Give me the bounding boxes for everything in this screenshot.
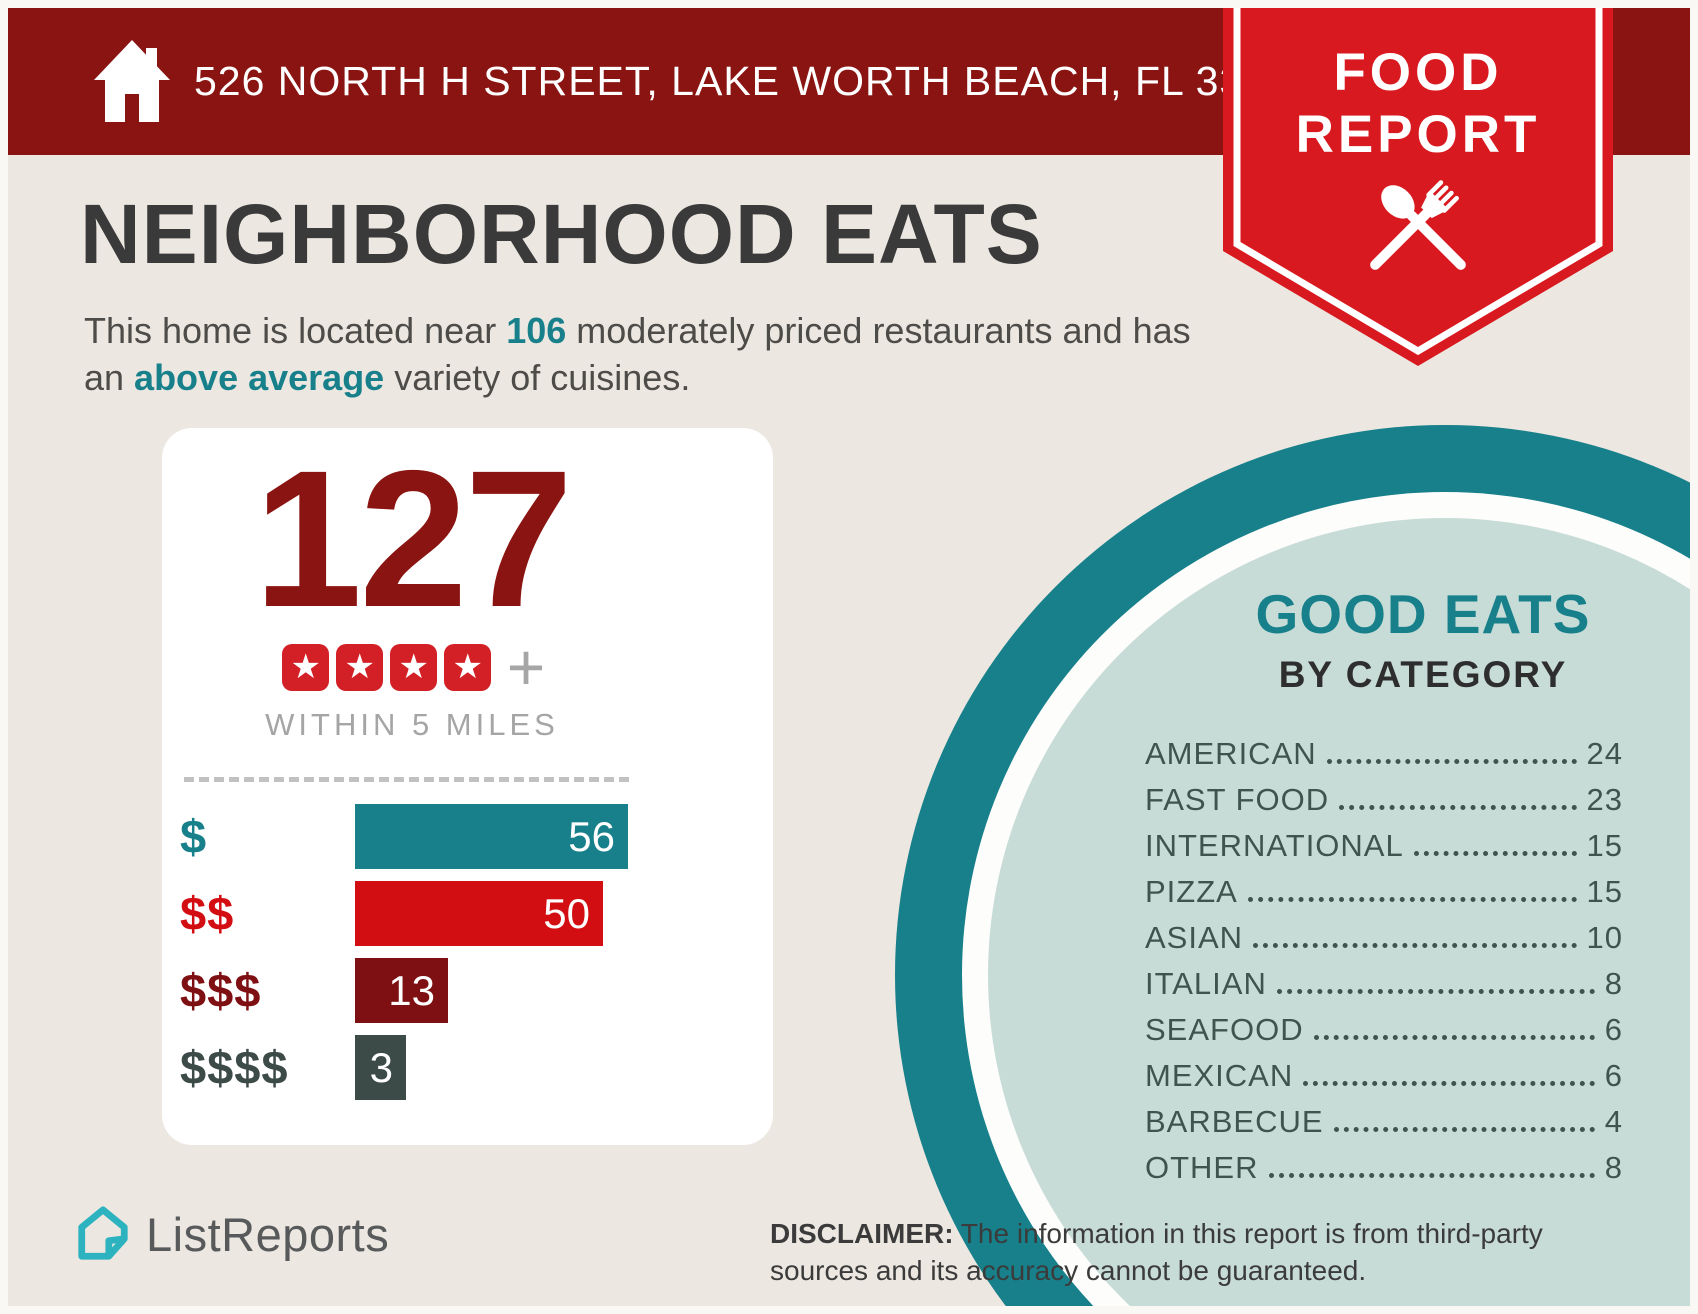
category-value: 6	[1604, 1058, 1623, 1093]
category-value: 6	[1604, 1012, 1623, 1047]
category-label: MEXICAN	[1145, 1058, 1294, 1093]
category-value: 24	[1586, 736, 1623, 771]
restaurant-total: 127	[253, 430, 573, 648]
dashed-divider	[184, 777, 629, 782]
brand-logo: ListReports	[74, 1204, 389, 1264]
dotted-leader	[1303, 1081, 1595, 1086]
listreports-icon	[78, 1206, 128, 1260]
price-tier-bar: 50	[355, 881, 603, 946]
price-tier-row: $$$$ 3	[180, 1035, 755, 1100]
dotted-leader	[1333, 1127, 1595, 1132]
summary-seg2: moderately priced restaurants and has an	[84, 310, 1191, 398]
star-icon: ★	[444, 643, 492, 691]
price-tier-bar: 56	[355, 804, 628, 869]
dotted-leader	[1339, 805, 1577, 810]
category-value: 8	[1604, 1150, 1623, 1185]
price-tier-value: 3	[369, 1043, 393, 1091]
category-row: PIZZA 15	[1145, 870, 1623, 916]
price-tier-bar: 3	[355, 1035, 406, 1100]
price-tier-label: $$$	[180, 964, 262, 1017]
price-tier-row: $$$ 13	[180, 958, 755, 1023]
category-label: INTERNATIONAL	[1145, 828, 1404, 863]
category-value: 23	[1586, 782, 1623, 817]
category-row: ASIAN 10	[1145, 916, 1623, 962]
restaurant-count: 106	[506, 310, 567, 351]
category-label: PIZZA	[1145, 874, 1238, 909]
ribbon-title-food: FOOD	[1333, 43, 1503, 102]
brand-name: ListReports	[146, 1207, 390, 1261]
category-row: INTERNATIONAL 15	[1145, 824, 1623, 870]
category-row: ITALIAN 8	[1145, 962, 1623, 1008]
star-icon: ★	[282, 643, 330, 691]
category-label: SEAFOOD	[1145, 1012, 1304, 1047]
price-tier-row: $$ 50	[180, 881, 755, 946]
category-value: 4	[1604, 1104, 1623, 1139]
category-label: ITALIAN	[1145, 966, 1267, 1001]
star-icon: ★	[390, 643, 438, 691]
dotted-leader	[1253, 943, 1577, 948]
page-title: NEIGHBORHOOD EATS	[80, 187, 1043, 281]
summary-seg1: This home is located near	[84, 310, 507, 351]
disclaimer-text: The information in this report is from t…	[770, 1218, 1543, 1286]
category-row: FAST FOOD 23	[1145, 778, 1623, 824]
price-tier-label: $$	[180, 887, 235, 940]
category-value: 10	[1586, 920, 1623, 955]
dotted-leader	[1326, 759, 1577, 764]
headline-stats: 127 ★ ★ ★ ★ + WITHIN 5 MILES	[162, 442, 662, 743]
radius-caption: WITHIN 5 MILES	[265, 707, 559, 742]
category-row: SEAFOOD 6	[1145, 1008, 1623, 1054]
price-tier-bar-chart: $56 $$ 50 $$$ 13 $$$$ 3	[180, 804, 755, 1112]
category-row: AMERICAN 24	[1145, 732, 1623, 778]
category-label: ASIAN	[1145, 920, 1244, 955]
summary-sentence: This home is located near 106 moderately…	[84, 308, 1234, 402]
price-tier-bar: 13	[355, 958, 448, 1023]
plus-sign: +	[506, 630, 546, 704]
star-rating: ★ ★ ★ ★ +	[162, 634, 662, 700]
price-tier-value: 13	[388, 966, 435, 1014]
dotted-leader	[1413, 851, 1577, 856]
summary-seg3: variety of cuisines.	[384, 356, 691, 398]
page-background: 526 NORTH H STREET, LAKE WORTH BEACH, FL…	[8, 8, 1690, 1306]
good-eats-title: GOOD EATS	[1255, 583, 1591, 645]
good-eats-subtitle: BY CATEGORY	[1278, 654, 1568, 695]
price-tier-label: $	[180, 810, 208, 863]
category-value: 15	[1586, 828, 1623, 863]
category-label: FAST FOOD	[1145, 782, 1330, 817]
spoon-fork-icon	[1370, 180, 1466, 270]
category-value: 8	[1604, 966, 1623, 1001]
dotted-leader	[1247, 897, 1577, 902]
home-icon	[94, 40, 170, 122]
price-tier-label: $$$$	[180, 1041, 289, 1094]
variety-highlight: above average	[134, 356, 385, 398]
disclaimer-label: DISCLAIMER:	[770, 1218, 954, 1249]
category-label: OTHER	[1145, 1150, 1259, 1185]
stats-card: 127 ★ ★ ★ ★ + WITHIN 5 MILES $56 $$ 50 $$$ 13 $$$…	[162, 428, 773, 1145]
category-label: AMERICAN	[1145, 736, 1317, 771]
category-value: 15	[1586, 874, 1623, 909]
price-tier-value: 56	[568, 812, 615, 860]
category-label: BARBECUE	[1145, 1104, 1324, 1139]
dotted-leader	[1276, 989, 1595, 994]
dotted-leader	[1268, 1173, 1595, 1178]
good-eats-heading: GOOD EATS BY CATEGORY	[1183, 582, 1663, 696]
price-tier-value: 50	[543, 889, 590, 937]
category-row: OTHER 8	[1145, 1146, 1623, 1192]
category-list: AMERICAN 24 FAST FOOD 23 INTERNATIONAL 15 PIZZ…	[1145, 732, 1623, 1192]
property-address: 526 NORTH H STREET, LAKE WORTH BEACH, FL…	[194, 58, 1315, 104]
food-report-ribbon: FOOD REPORT	[1223, 8, 1613, 478]
category-row: BARBECUE 4	[1145, 1100, 1623, 1146]
ribbon-title-report: REPORT	[1295, 105, 1541, 164]
price-tier-row: $56	[180, 804, 755, 869]
disclaimer: DISCLAIMER: The information in this repo…	[770, 1216, 1545, 1290]
star-icon: ★	[336, 643, 384, 691]
category-row: MEXICAN 6	[1145, 1054, 1623, 1100]
dotted-leader	[1313, 1035, 1595, 1040]
ribbon-shape	[1223, 8, 1613, 366]
